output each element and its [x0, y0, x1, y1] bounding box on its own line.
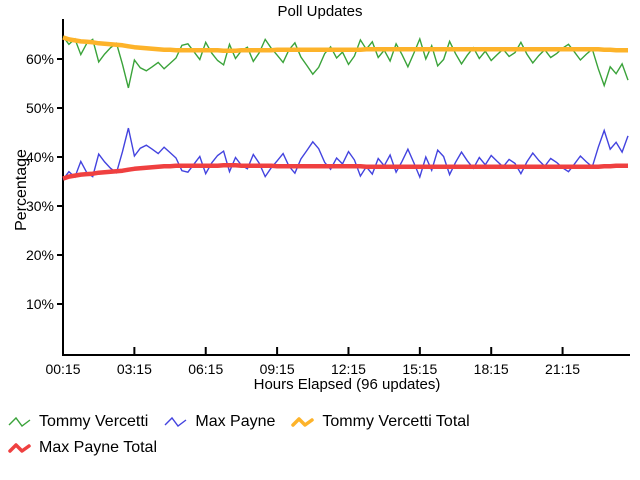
y-tick-label: 10% — [26, 296, 54, 312]
chart-legend: Tommy Vercetti Max Payne Tommy Vercetti … — [8, 413, 553, 457]
series-line-tommy-vercetti-total — [62, 35, 628, 53]
x-axis-title: Hours Elapsed (96 updates) — [253, 376, 441, 393]
x-tick-label: 06:15 — [188, 361, 223, 377]
y-tick-label: 60% — [26, 51, 54, 67]
max-payne-total-line-icon — [8, 443, 31, 453]
series-line-max-payne-total — [62, 163, 628, 181]
series-line-max-payne — [62, 127, 629, 180]
legend-label: Max Payne — [195, 413, 276, 430]
y-tick-label: 40% — [26, 149, 54, 165]
legend-item-tommy-vercetti: Tommy Vercetti — [8, 413, 148, 431]
tommy-vercetti-line-icon — [8, 416, 31, 427]
x-tick-label: 15:15 — [402, 361, 437, 377]
x-tick-label: 12:15 — [331, 361, 366, 377]
legend-label: Tommy Vercetti — [39, 413, 149, 430]
y-tick-label: 30% — [26, 198, 54, 214]
legend-item-max-payne: Max Payne — [164, 413, 275, 431]
x-tick-label: 18:15 — [474, 361, 509, 377]
y-tick-label: 20% — [26, 247, 54, 263]
legend-item-max-payne-total: Max Payne Total — [8, 439, 157, 457]
tommy-vercetti-total-line-icon — [291, 417, 315, 427]
plot-area: 10% 20% 30% 40% 50% 60% 00:15 03:15 06:15 09:15 12… — [26, 19, 630, 377]
y-tick-label: 50% — [26, 100, 54, 116]
max-payne-line-icon — [164, 416, 187, 427]
series-line-tommy-vercetti — [62, 36, 629, 89]
chart-title: Poll Updates — [277, 3, 363, 20]
legend-label: Max Payne Total — [39, 439, 157, 456]
x-tick-label: 21:15 — [545, 361, 580, 377]
x-tick-label: 03:15 — [117, 361, 152, 377]
legend-label: Tommy Vercetti Total — [322, 413, 470, 430]
y-axis-title: Percentage — [13, 149, 30, 231]
x-tick-label: 09:15 — [260, 361, 295, 377]
legend-item-tommy-vercetti-total: Tommy Vercetti Total — [291, 413, 470, 431]
x-tick-label: 00:15 — [45, 361, 80, 377]
